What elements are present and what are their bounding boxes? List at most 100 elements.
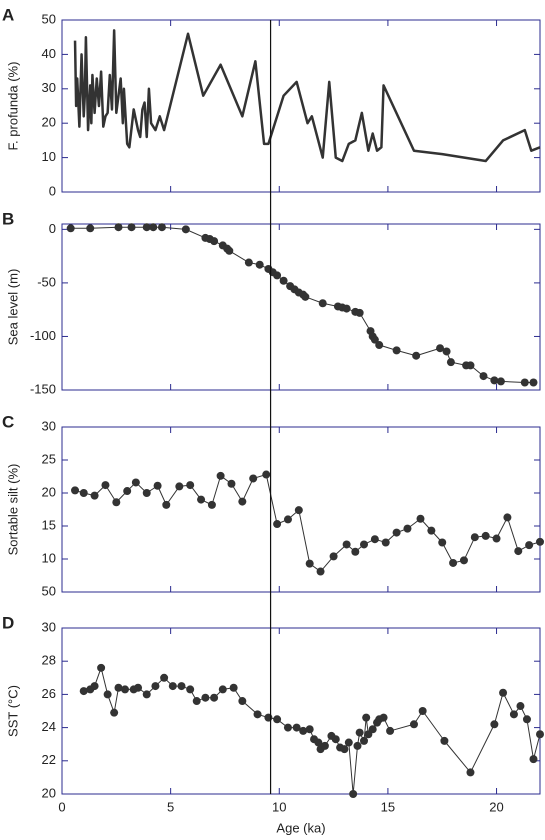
data-point: [114, 223, 123, 232]
data-point: [466, 361, 475, 370]
data-point: [342, 304, 351, 313]
data-point: [459, 556, 468, 565]
data-point: [509, 710, 518, 719]
data-point: [216, 471, 225, 480]
data-line: [74, 474, 541, 573]
y-tick-label: 0: [49, 183, 56, 198]
data-point: [210, 693, 219, 702]
panel-label: B: [2, 209, 14, 228]
data-point: [86, 224, 95, 233]
data-point: [262, 470, 271, 479]
data-point: [355, 728, 364, 737]
y-tick-label: -50: [37, 274, 56, 289]
x-tick-label: 10: [272, 799, 286, 814]
data-point: [292, 723, 301, 732]
data-point: [318, 299, 327, 308]
data-point: [490, 376, 499, 385]
data-point: [114, 683, 123, 692]
data-point: [438, 538, 447, 547]
data-point: [181, 225, 190, 234]
data-point: [294, 506, 303, 515]
data-point: [466, 768, 475, 777]
data-point: [273, 271, 282, 280]
data-point: [386, 726, 395, 735]
data-point: [153, 481, 162, 490]
data-point: [186, 685, 195, 694]
data-point: [314, 738, 323, 747]
data-point: [418, 707, 427, 715]
y-axis-label: Sea level (m): [5, 269, 20, 346]
data-point: [90, 682, 99, 691]
data-point: [207, 500, 216, 509]
panel-label: D: [2, 613, 14, 632]
data-point: [110, 708, 119, 717]
data-point: [392, 346, 401, 355]
x-tick-label: 0: [58, 799, 65, 814]
data-line: [73, 29, 541, 163]
y-tick-label: 30: [42, 80, 56, 95]
y-tick-label: 10: [42, 149, 56, 164]
data-point: [127, 223, 136, 232]
y-tick-label: 20: [42, 785, 56, 800]
data-point: [360, 736, 369, 745]
data-point: [90, 491, 99, 500]
data-point: [238, 497, 247, 506]
y-tick-label: 26: [42, 686, 56, 701]
data-point: [283, 515, 292, 524]
data-point: [227, 479, 236, 488]
data-point: [160, 673, 169, 682]
data-point: [201, 693, 210, 702]
data-point: [197, 495, 206, 504]
y-tick-label: -100: [30, 328, 56, 343]
x-tick-label: 15: [381, 799, 395, 814]
data-point: [123, 487, 132, 496]
y-tick-label: 50: [42, 11, 56, 26]
data-point: [362, 713, 371, 722]
data-point: [355, 308, 364, 317]
data-point: [218, 685, 227, 694]
data-point: [529, 755, 538, 764]
data-point: [142, 223, 151, 232]
data-point: [244, 258, 253, 267]
data-point: [499, 688, 508, 697]
data-point: [525, 541, 534, 550]
data-point: [192, 697, 201, 706]
data-point: [316, 567, 325, 576]
y-tick-label: 10: [42, 550, 56, 565]
y-axis-label: Sortable silt (%): [5, 464, 20, 556]
plot-frame: [61, 426, 541, 593]
x-tick-label: 20: [489, 799, 503, 814]
data-point: [412, 351, 421, 360]
data-point: [449, 558, 458, 567]
y-tick-label: 0: [49, 221, 56, 236]
y-tick-label: 30: [42, 418, 56, 433]
panel-label: C: [2, 412, 14, 431]
data-point: [279, 276, 288, 285]
data-point: [238, 697, 247, 706]
data-point: [520, 378, 529, 387]
data-point: [299, 726, 308, 735]
data-point: [229, 683, 238, 692]
y-tick-label: 20: [42, 484, 56, 499]
data-point: [101, 481, 110, 490]
data-point: [329, 552, 338, 561]
data-point: [349, 790, 358, 798]
data-point: [210, 237, 219, 246]
data-point: [305, 725, 314, 734]
data-point: [368, 725, 377, 734]
data-point: [162, 500, 171, 509]
data-point: [79, 687, 88, 696]
plot-frame: [61, 223, 541, 391]
data-point: [97, 663, 106, 672]
data-point: [168, 682, 177, 691]
data-point: [351, 547, 360, 556]
data-point: [301, 292, 310, 301]
data-point: [71, 486, 80, 495]
y-axis-label: SST (°C): [5, 685, 20, 737]
data-point: [392, 528, 401, 537]
data-point: [177, 682, 186, 691]
data-point: [79, 489, 88, 497]
data-point: [440, 736, 449, 745]
